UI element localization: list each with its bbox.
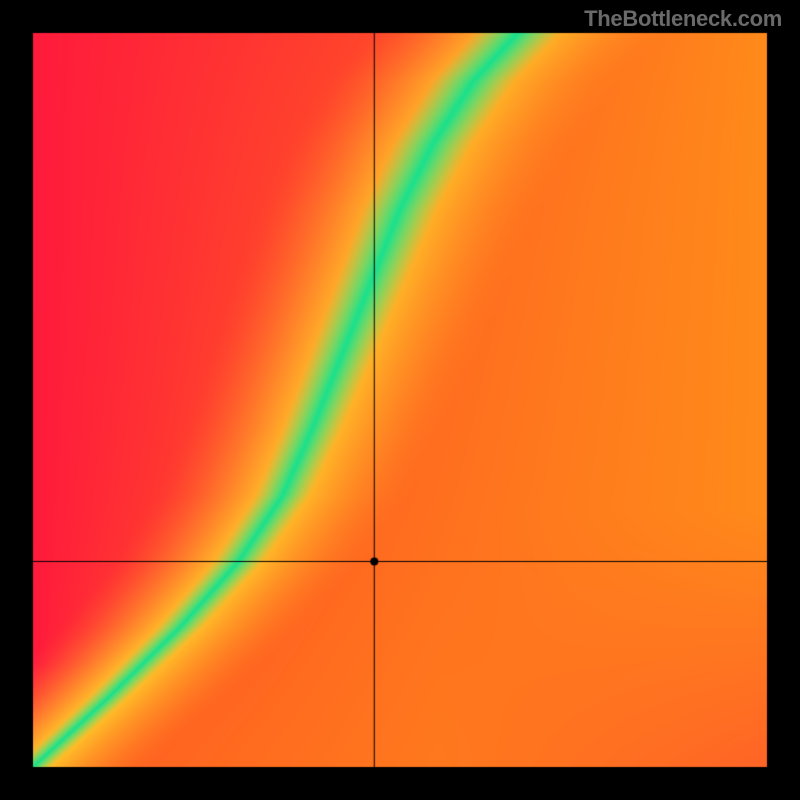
watermark-text: TheBottleneck.com (584, 6, 782, 32)
chart-container: TheBottleneck.com (0, 0, 800, 800)
heatmap-canvas (0, 0, 800, 800)
